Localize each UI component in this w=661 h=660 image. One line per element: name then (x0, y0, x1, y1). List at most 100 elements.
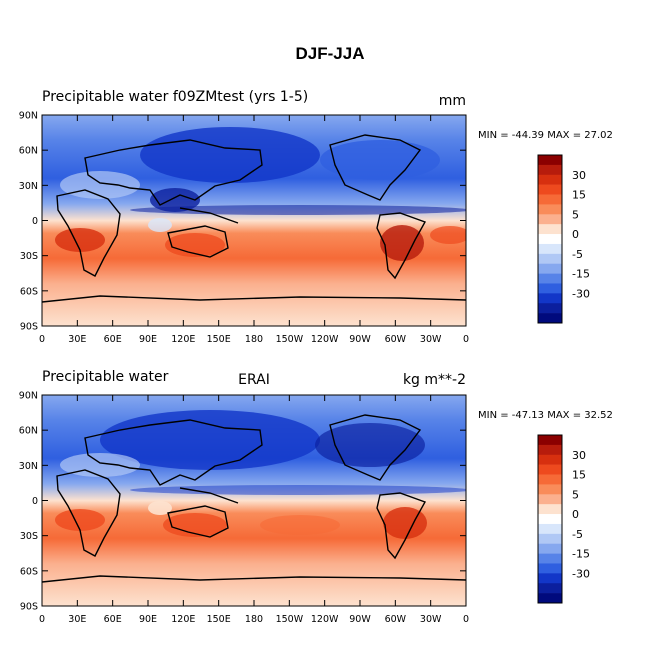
colorbar-swatch (538, 563, 562, 574)
colorbar-swatch (538, 573, 562, 584)
colorbar-swatch (538, 283, 562, 294)
colorbar-label: 0 (572, 228, 579, 241)
lat-tick-label: 90S (20, 322, 38, 333)
lon-tick-label: 60E (104, 614, 122, 625)
colorbar-label: -30 (572, 567, 590, 580)
lon-tick-label: 60W (385, 614, 407, 625)
colorbar-swatch (538, 553, 562, 564)
colorbar-swatch (538, 263, 562, 274)
panel-2-stats: MIN = -47.13 MAX = 32.52 (478, 410, 613, 421)
colorbar-swatch (538, 253, 562, 265)
colorbar-swatch (538, 204, 562, 215)
colorbar-swatch (538, 234, 562, 245)
colorbar-swatch (538, 435, 562, 446)
colorbar-swatch (538, 155, 562, 166)
lon-tick-label: 150E (207, 614, 231, 625)
colorbar-swatch (538, 593, 562, 604)
colorbar-swatch (538, 523, 562, 535)
colorbar-swatch (538, 504, 562, 515)
colorbar-label: -5 (572, 248, 583, 261)
lon-tick-label: 90W (349, 614, 371, 625)
lon-tick-label: 180 (245, 614, 263, 625)
panel-2-units: kg m**-2 (403, 372, 466, 388)
colorbar-swatch (538, 474, 562, 485)
colorbar-swatch (538, 464, 562, 475)
lat-tick-label: 0 (32, 216, 38, 227)
colorbar-swatch (538, 303, 562, 314)
panel-1-colorbar: 30 15 5 0 -5 -15 -30 (537, 154, 590, 324)
lon-tick-label: 90W (349, 334, 371, 345)
panel-2-map-field (42, 395, 466, 606)
colorbar-swatch (538, 533, 562, 545)
panel-1: Precipitable water f09ZMtest (yrs 1-5) m… (19, 89, 613, 345)
lon-tick-label: 0 (463, 334, 469, 345)
colorbar-swatch (538, 273, 562, 284)
colorbar-swatch (538, 293, 562, 304)
lat-tick-label: 30S (20, 531, 38, 542)
lat-tick-label: 30N (19, 181, 38, 192)
lon-tick-label: 0 (39, 614, 45, 625)
colorbar-swatch (538, 224, 562, 235)
lat-tick-label: 60S (20, 566, 38, 577)
lon-tick-label: 150E (207, 334, 231, 345)
colorbar-label: 30 (572, 169, 586, 182)
colorbar-label: 30 (572, 449, 586, 462)
colorbar-swatch (538, 514, 562, 525)
lat-tick-label: 0 (32, 496, 38, 507)
colorbar-swatch (538, 184, 562, 195)
panel-1-units: mm (439, 93, 466, 109)
panel-1-lon-ticks: 0 30E 60E 90E 120E 150E 180 150W 120W 90W 60W 30W 0 (39, 115, 469, 345)
colorbar-label: 5 (572, 208, 579, 221)
lon-tick-label: 150W (276, 334, 304, 345)
lon-tick-label: 60E (104, 334, 122, 345)
colorbar-label: -5 (572, 528, 583, 541)
lat-tick-label: 30N (19, 461, 38, 472)
lon-tick-label: 180 (245, 334, 263, 345)
panel-1-lat-ticks: 90N 60N 30N 0 30S 60S 90S (19, 111, 466, 333)
colorbar-label: 15 (572, 189, 586, 202)
colorbar-label: -15 (572, 268, 590, 281)
lon-tick-label: 90E (139, 614, 157, 625)
colorbar-swatch (538, 444, 562, 456)
lat-tick-label: 60N (19, 146, 38, 157)
lon-tick-label: 30W (420, 334, 442, 345)
figure-title: DJF-JJA (296, 44, 365, 63)
panel-1-map-field (42, 115, 466, 326)
lon-tick-label: 0 (463, 614, 469, 625)
panel-1-left-title: Precipitable water f09ZMtest (yrs 1-5) (42, 89, 308, 105)
lon-tick-label: 0 (39, 334, 45, 345)
colorbar-swatch (538, 583, 562, 594)
lat-tick-label: 90N (19, 111, 38, 122)
lon-tick-label: 30E (68, 334, 86, 345)
colorbar-label: 0 (572, 508, 579, 521)
colorbar-swatch (538, 484, 562, 495)
lon-tick-label: 90E (139, 334, 157, 345)
colorbar-swatch (538, 243, 562, 255)
panel-2-colorbar: 30 15 5 0 -5 -15 -30 (537, 434, 590, 604)
lon-tick-label: 120W (311, 614, 339, 625)
colorbar-label: -15 (572, 548, 590, 561)
panel-2-lat-ticks: 90N 60N 30N 0 30S 60S 90S (19, 391, 466, 613)
colorbar-swatch (538, 494, 562, 505)
colorbar-swatch (538, 174, 562, 185)
lon-tick-label: 120W (311, 334, 339, 345)
colorbar-label: 5 (572, 488, 579, 501)
lat-tick-label: 90N (19, 391, 38, 402)
panel-2-left-title: Precipitable water (42, 369, 169, 385)
lat-tick-label: 60S (20, 286, 38, 297)
lon-tick-label: 120E (171, 614, 195, 625)
colorbar-swatch (538, 194, 562, 205)
colorbar-frame (537, 154, 563, 324)
lat-tick-label: 60N (19, 426, 38, 437)
lat-tick-label: 90S (20, 602, 38, 613)
colorbar-swatch (538, 164, 562, 176)
colorbar-label: -30 (572, 287, 590, 300)
lon-tick-label: 60W (385, 334, 407, 345)
colorbar-frame (537, 434, 563, 604)
lon-tick-label: 30E (68, 614, 86, 625)
lon-tick-label: 120E (171, 334, 195, 345)
panel-2-lon-ticks: 0 30E 60E 90E 120E 150E 180 150W 120W 90W 60W 30W 0 (39, 395, 469, 625)
panel-1-stats: MIN = -44.39 MAX = 27.02 (478, 130, 613, 141)
panel-2-center-title: ERAI (238, 372, 270, 388)
